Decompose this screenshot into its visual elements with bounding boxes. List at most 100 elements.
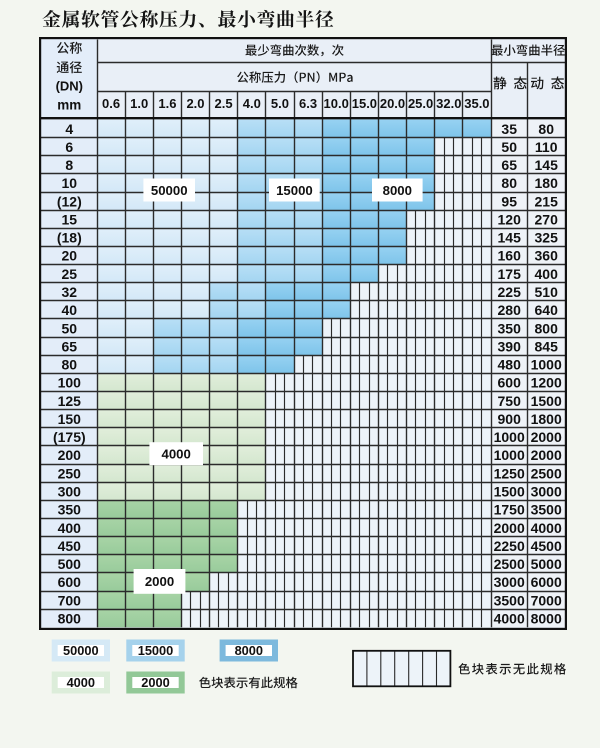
svg-text:8: 8 <box>65 157 73 173</box>
svg-text:2000: 2000 <box>145 574 174 589</box>
svg-text:3500: 3500 <box>494 592 525 608</box>
svg-text:5000: 5000 <box>531 556 562 572</box>
svg-text:35.0: 35.0 <box>464 96 489 111</box>
svg-text:32: 32 <box>62 284 78 300</box>
svg-text:325: 325 <box>535 230 559 246</box>
svg-text:8000: 8000 <box>383 183 412 198</box>
svg-text:65: 65 <box>501 157 517 173</box>
svg-text:15000: 15000 <box>138 643 174 658</box>
svg-text:4500: 4500 <box>531 538 562 554</box>
svg-text:400: 400 <box>535 266 559 282</box>
svg-text:390: 390 <box>498 338 522 354</box>
svg-text:50: 50 <box>501 139 517 155</box>
svg-text:15: 15 <box>62 211 78 227</box>
svg-text:600: 600 <box>498 375 522 391</box>
svg-text:2.0: 2.0 <box>186 96 204 111</box>
svg-text:120: 120 <box>498 211 522 227</box>
svg-text:1250: 1250 <box>494 465 525 481</box>
svg-text:4.0: 4.0 <box>243 96 261 111</box>
svg-text:6: 6 <box>65 139 73 155</box>
svg-text:10.0: 10.0 <box>324 96 349 111</box>
svg-text:145: 145 <box>498 230 522 246</box>
svg-text:150: 150 <box>58 411 82 427</box>
svg-text:4000: 4000 <box>162 447 191 462</box>
svg-text:2000: 2000 <box>531 429 562 445</box>
svg-text:(175): (175) <box>53 429 86 445</box>
svg-text:500: 500 <box>58 556 82 572</box>
svg-text:25.0: 25.0 <box>408 96 433 111</box>
svg-text:1200: 1200 <box>531 375 562 391</box>
svg-text:3500: 3500 <box>531 502 562 518</box>
svg-text:50000: 50000 <box>151 183 188 198</box>
svg-text:20.0: 20.0 <box>380 96 405 111</box>
svg-text:175: 175 <box>498 266 522 282</box>
svg-text:200: 200 <box>58 447 82 463</box>
svg-text:2500: 2500 <box>531 465 562 481</box>
svg-text:1800: 1800 <box>531 411 562 427</box>
svg-text:(12): (12) <box>57 193 82 209</box>
svg-text:350: 350 <box>498 320 522 336</box>
svg-text:2500: 2500 <box>494 556 525 572</box>
svg-text:280: 280 <box>498 302 522 318</box>
svg-text:845: 845 <box>535 338 559 354</box>
svg-text:95: 95 <box>501 193 517 209</box>
svg-text:4000: 4000 <box>531 520 562 536</box>
svg-text:400: 400 <box>58 520 82 536</box>
svg-text:1500: 1500 <box>531 393 562 409</box>
svg-text:15000: 15000 <box>276 183 313 198</box>
svg-text:360: 360 <box>535 248 559 264</box>
svg-text:8000: 8000 <box>235 643 263 658</box>
svg-text:160: 160 <box>498 248 522 264</box>
svg-text:(DN): (DN) <box>56 79 83 94</box>
svg-text:640: 640 <box>535 302 559 318</box>
svg-text:480: 480 <box>498 357 522 373</box>
svg-text:20: 20 <box>62 248 78 264</box>
svg-text:700: 700 <box>58 592 82 608</box>
svg-text:1.0: 1.0 <box>130 96 148 111</box>
svg-text:10: 10 <box>62 175 78 191</box>
svg-text:1750: 1750 <box>494 502 525 518</box>
svg-text:6000: 6000 <box>531 574 562 590</box>
svg-text:25: 25 <box>62 266 78 282</box>
svg-text:50000: 50000 <box>63 643 99 658</box>
svg-text:100: 100 <box>58 375 82 391</box>
svg-text:7000: 7000 <box>531 592 562 608</box>
svg-text:250: 250 <box>58 465 82 481</box>
svg-text:2000: 2000 <box>141 675 169 690</box>
svg-text:800: 800 <box>535 320 559 336</box>
svg-text:350: 350 <box>58 502 82 518</box>
svg-text:32.0: 32.0 <box>436 96 461 111</box>
svg-text:2000: 2000 <box>494 520 525 536</box>
svg-text:80: 80 <box>62 357 78 373</box>
svg-text:1.6: 1.6 <box>158 96 176 111</box>
svg-text:215: 215 <box>535 193 559 209</box>
svg-text:6.3: 6.3 <box>299 96 317 111</box>
svg-text:125: 125 <box>58 393 82 409</box>
svg-text:40: 40 <box>62 302 78 318</box>
svg-text:mm: mm <box>57 98 81 113</box>
svg-text:600: 600 <box>58 574 82 590</box>
svg-text:50: 50 <box>62 320 78 336</box>
svg-text:3000: 3000 <box>531 484 562 500</box>
svg-text:1000: 1000 <box>494 429 525 445</box>
svg-text:510: 510 <box>535 284 559 300</box>
svg-text:900: 900 <box>498 411 522 427</box>
svg-text:750: 750 <box>498 393 522 409</box>
svg-text:800: 800 <box>58 610 82 626</box>
svg-text:110: 110 <box>535 139 558 155</box>
svg-text:0.6: 0.6 <box>102 96 120 111</box>
svg-text:65: 65 <box>62 338 78 354</box>
svg-text:80: 80 <box>501 175 517 191</box>
svg-text:145: 145 <box>535 157 559 173</box>
svg-text:5.0: 5.0 <box>271 96 289 111</box>
svg-text:300: 300 <box>58 484 82 500</box>
svg-text:2250: 2250 <box>494 538 525 554</box>
svg-text:270: 270 <box>535 211 559 227</box>
svg-text:4000: 4000 <box>494 610 525 626</box>
svg-text:4000: 4000 <box>67 675 95 690</box>
svg-text:1000: 1000 <box>531 357 562 373</box>
svg-text:1500: 1500 <box>494 484 525 500</box>
svg-text:3000: 3000 <box>494 574 525 590</box>
svg-text:8000: 8000 <box>531 610 562 626</box>
svg-text:2.5: 2.5 <box>215 96 233 111</box>
